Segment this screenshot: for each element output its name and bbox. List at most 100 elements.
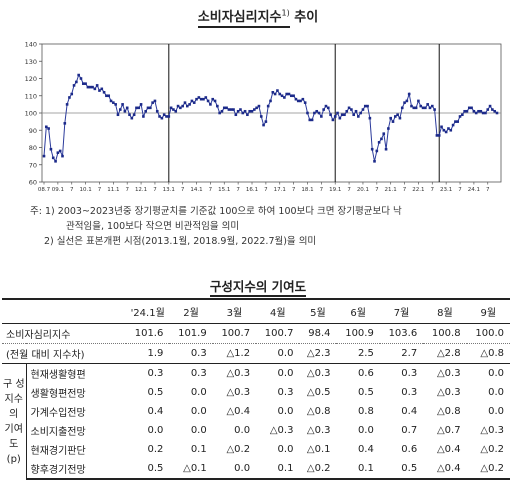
table-cell: 0.4	[357, 444, 374, 455]
csi-data-point	[352, 113, 356, 117]
csi-data-point	[454, 120, 457, 123]
csi-data-point	[283, 96, 286, 99]
table-cell: △0.8	[306, 406, 331, 417]
csi-data-point	[102, 91, 106, 94]
csi-data-point	[495, 111, 499, 115]
y-tick-label: 80	[29, 144, 37, 152]
csi-data-point	[179, 106, 182, 110]
table-cell: △2.3	[299, 343, 337, 364]
csi-data-point	[199, 97, 203, 101]
x-tick-label: 11.1	[107, 187, 119, 193]
table-cell: 0.0	[234, 425, 251, 436]
csi-data-point	[132, 113, 136, 117]
table-cell: 0.0	[277, 368, 294, 379]
table-cell: △0.3	[436, 368, 461, 379]
x-tick-label: 13.1	[163, 187, 175, 193]
csi-data-point	[77, 73, 80, 77]
csi-data-point	[229, 108, 233, 111]
x-tick-label: 20.1	[357, 187, 369, 193]
csi-data-point	[426, 103, 429, 106]
table-cell: 0.3	[169, 343, 213, 364]
y-tick-label: 100	[25, 110, 37, 118]
csi-data-point	[264, 120, 268, 123]
table-cell: 0.0	[256, 343, 300, 364]
table-cell: △0.2	[480, 444, 504, 455]
csi-data-point	[322, 108, 325, 111]
csi-data-point	[474, 111, 478, 115]
table-cell: △0.3	[306, 425, 331, 436]
footnote-prefix: 주:	[30, 206, 42, 217]
table-cell: 0.2	[147, 444, 164, 455]
csi-data-point	[308, 118, 312, 122]
y-tick-label: 110	[25, 92, 37, 100]
csi-data-point	[456, 120, 460, 123]
table-cell: 2.7	[379, 343, 424, 364]
row-label: 현재경기판단	[30, 446, 86, 457]
csi-data-point	[299, 99, 302, 103]
csi-data-point	[70, 92, 74, 96]
csi-data-point	[98, 89, 101, 92]
table-cell: △0.4	[423, 459, 467, 480]
csi-data-point	[336, 111, 339, 115]
csi-data-point	[419, 104, 423, 108]
csi-data-point	[290, 94, 293, 98]
csi-data-point	[165, 115, 168, 118]
x-tick-label: 16.1	[246, 187, 258, 193]
csi-data-point	[269, 99, 272, 103]
csi-data-point	[380, 137, 383, 141]
x-tick-label: 19.1	[329, 187, 341, 193]
csi-data-point	[377, 141, 381, 144]
x-tick-label: 7	[153, 187, 157, 193]
csi-data-point	[296, 99, 300, 103]
row-label: 소비자심리지수	[2, 323, 126, 344]
csi-data-point	[72, 84, 76, 87]
csi-data-point	[253, 108, 256, 111]
table-cell: 100.0	[466, 323, 510, 344]
table-cell: △0.2	[226, 444, 251, 455]
x-tick-label: 7	[320, 187, 324, 193]
csi-data-point	[100, 87, 104, 91]
csi-data-point	[213, 99, 217, 103]
table-cell: △0.2	[299, 459, 337, 480]
y-tick-label: 60	[29, 179, 37, 187]
table-cell: 0.1	[336, 459, 380, 480]
csi-data-point	[227, 108, 231, 111]
table-cell: 0.4	[401, 406, 418, 417]
col-header: 2월	[169, 298, 213, 324]
csi-data-point	[149, 106, 152, 110]
csi-data-point	[42, 154, 46, 158]
csi-data-point	[79, 77, 83, 80]
csi-data-point	[176, 104, 180, 108]
csi-data-point	[239, 108, 242, 111]
col-header: 4월	[256, 298, 300, 324]
table-cell: △0.2	[466, 459, 510, 480]
table-cell: 0.1	[190, 444, 207, 455]
table-row: 구 성 지수의 기여도 (p) 현재생활형편 0.3 0.3 △0.3 0.0 △0.3 0.6 0.…	[2, 363, 510, 479]
csi-data-point	[484, 111, 487, 115]
csi-data-point	[470, 106, 473, 110]
table-cell: 98.4	[299, 323, 337, 344]
csi-data-point	[488, 104, 492, 108]
csi-data-point	[359, 111, 362, 115]
csi-data-point	[174, 109, 178, 113]
csi-data-point	[155, 109, 159, 113]
csi-data-point	[121, 103, 124, 106]
group-label-line: 지수의	[4, 393, 23, 420]
table-cell: 101.9	[169, 323, 213, 344]
table-title-text: 구성지수의 기여도	[209, 279, 307, 297]
x-tick-label: 7	[292, 187, 296, 193]
table-cell: △1.2	[212, 343, 257, 364]
csi-data-point	[387, 127, 390, 130]
csi-data-point	[292, 94, 295, 98]
table-cell: 0.4	[147, 406, 164, 417]
row-label: 가계수입전망	[30, 408, 86, 419]
table-cell: 0.3	[401, 368, 418, 379]
x-tick-label: 7	[486, 187, 490, 193]
csi-data-point	[56, 151, 60, 154]
footnote-1-num: 1)	[44, 206, 55, 217]
csi-data-point	[382, 132, 386, 135]
csi-data-point	[437, 134, 441, 137]
csi-data-point	[109, 99, 113, 103]
x-tick-label: 21.1	[385, 187, 397, 193]
csi-data-point	[447, 127, 450, 130]
